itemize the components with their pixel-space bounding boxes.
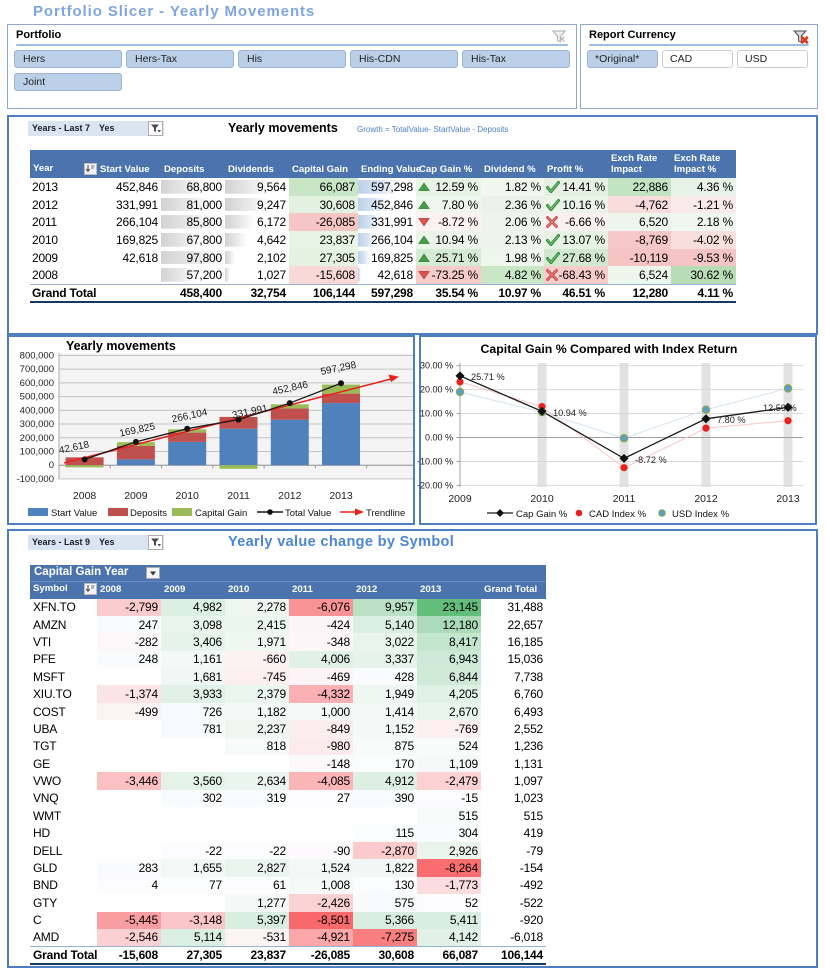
- svg-text:2009: 2009: [124, 490, 148, 502]
- svg-text:-8.72 %: -8.72 %: [635, 455, 667, 465]
- svg-text:Trendline: Trendline: [366, 508, 405, 519]
- svg-text:7.80 %: 7.80 %: [717, 415, 746, 425]
- svg-text:400,000: 400,000: [20, 405, 54, 416]
- svg-text:Yearly movements: Yearly movements: [66, 339, 176, 353]
- svg-text:2011: 2011: [613, 493, 636, 505]
- svg-text:2012: 2012: [278, 490, 302, 502]
- svg-text:300,000: 300,000: [20, 419, 54, 430]
- svg-text:25.71 %: 25.71 %: [471, 372, 505, 382]
- svg-text:0: 0: [49, 460, 54, 471]
- svg-text:-20.00 %: -20.00 %: [417, 480, 453, 490]
- svg-text:2012: 2012: [694, 493, 718, 505]
- svg-text:700,000: 700,000: [20, 364, 54, 375]
- svg-text:2013: 2013: [329, 490, 353, 502]
- svg-text:2010: 2010: [176, 490, 200, 502]
- svg-text:2008: 2008: [73, 490, 97, 502]
- svg-text:20.00 %: 20.00 %: [420, 385, 453, 395]
- svg-text:2009: 2009: [448, 493, 472, 505]
- svg-text:30.00 %: 30.00 %: [420, 361, 453, 371]
- svg-text:800,000: 800,000: [20, 350, 54, 361]
- svg-text:Total Value: Total Value: [285, 508, 331, 519]
- svg-text:2013: 2013: [776, 493, 800, 505]
- svg-text:12.59 %: 12.59 %: [763, 403, 797, 413]
- svg-text:2010: 2010: [530, 493, 554, 505]
- svg-text:100,000: 100,000: [20, 446, 54, 457]
- svg-text:USD Index %: USD Index %: [672, 509, 730, 520]
- svg-text:2011: 2011: [227, 490, 250, 502]
- svg-text:-100,000: -100,000: [16, 474, 54, 485]
- svg-text:600,000: 600,000: [20, 378, 54, 389]
- svg-text:Capital Gain % Compared with I: Capital Gain % Compared with Index Retur…: [481, 342, 738, 356]
- svg-text:Capital Gain: Capital Gain: [195, 508, 247, 519]
- svg-text:-10.00 %: -10.00 %: [417, 456, 453, 466]
- svg-text:Start Value: Start Value: [51, 508, 97, 519]
- svg-text:500,000: 500,000: [20, 392, 54, 403]
- svg-text:0.00 %: 0.00 %: [425, 433, 453, 443]
- svg-text:10.94 %: 10.94 %: [553, 408, 587, 418]
- svg-text:Deposits: Deposits: [130, 508, 167, 519]
- svg-text:Cap Gain %: Cap Gain %: [516, 509, 568, 520]
- svg-text:200,000: 200,000: [20, 433, 54, 444]
- svg-text:10.00 %: 10.00 %: [420, 409, 453, 419]
- svg-text:CAD Index %: CAD Index %: [589, 509, 647, 520]
